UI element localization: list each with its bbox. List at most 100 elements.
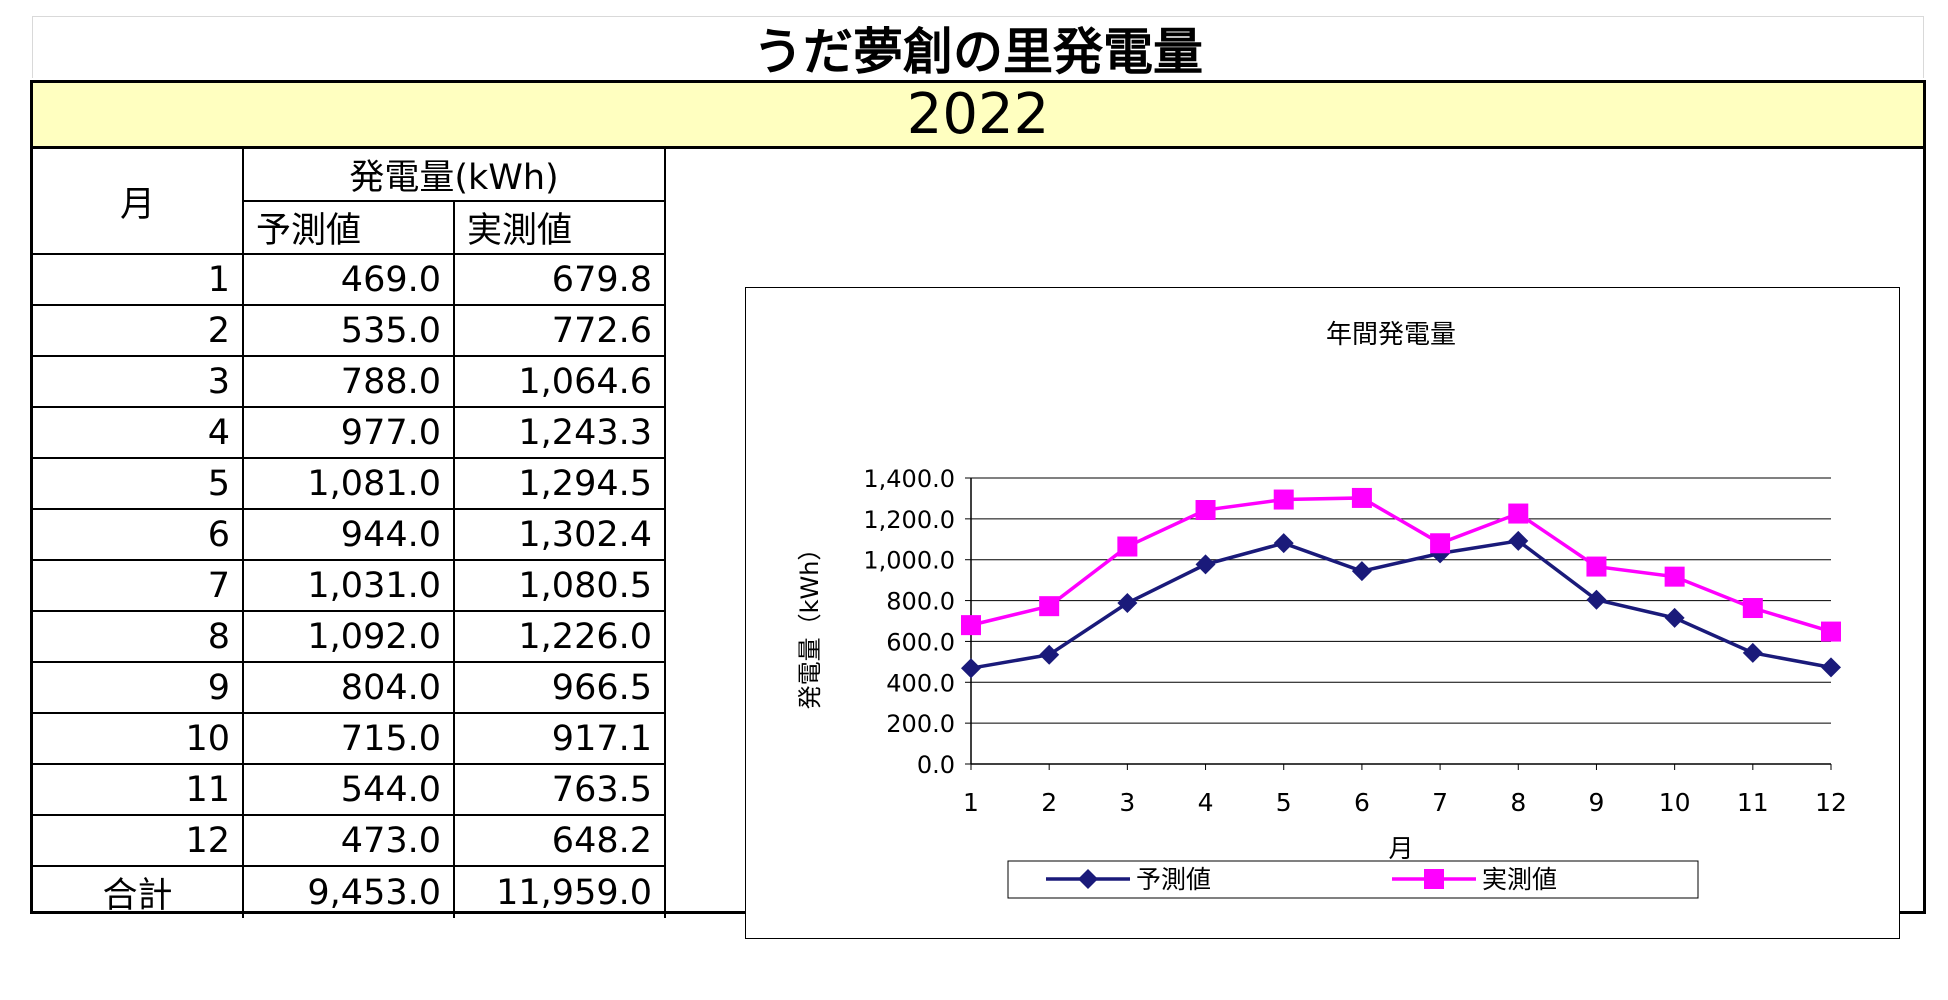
generation-group-header: 発電量(kWh) [242, 149, 666, 202]
table-row: 5 1,081.0 1,294.5 [33, 457, 666, 510]
chart-title: 年間発電量 [1326, 320, 1456, 350]
month-cell: 7 [33, 559, 244, 612]
data-point-forecast [1351, 561, 1372, 582]
data-point-actual [1195, 500, 1216, 521]
month-cell: 12 [33, 814, 244, 867]
data-point-actual [1742, 598, 1763, 619]
x-tick-label: 12 [1815, 788, 1847, 817]
table-row: 4 977.0 1,243.3 [33, 406, 666, 459]
x-tick-label: 9 [1589, 788, 1605, 817]
data-point-forecast [961, 658, 981, 679]
legend-marker-actual [1424, 869, 1444, 889]
month-cell: 2 [33, 304, 244, 357]
legend-label: 実測値 [1482, 865, 1557, 894]
table-row: 6 944.0 1,302.4 [33, 508, 666, 561]
y-tick-label: 0.0 [917, 751, 955, 779]
month-cell: 9 [33, 661, 244, 714]
legend-label: 予測値 [1136, 865, 1211, 894]
x-tick-label: 4 [1198, 788, 1214, 817]
actual-cell: 679.8 [453, 253, 666, 306]
page-title: うだ夢創の里発電量 [32, 16, 1924, 81]
forecast-cell: 1,092.0 [242, 610, 455, 663]
total-label: 合計 [33, 865, 244, 918]
y-tick-label: 400.0 [886, 669, 955, 697]
total-actual-cell: 11,959.0 [453, 865, 666, 918]
forecast-cell: 469.0 [242, 253, 455, 306]
table-row: 11 544.0 763.5 [33, 763, 666, 816]
x-tick-label: 6 [1354, 788, 1370, 817]
series-line-2 [970, 496, 1832, 634]
actual-cell: 917.1 [453, 712, 666, 765]
year-banner: 2022 [33, 82, 1923, 149]
report-sheet: 2022 月 発電量(kWh) 予測値 実測値 1 469.0 679.8 2 535.… [30, 80, 1926, 939]
data-point-forecast [1273, 533, 1294, 554]
month-cell: 6 [33, 508, 244, 561]
x-tick-label: 11 [1737, 788, 1769, 817]
y-tick-label: 1,400.0 [863, 465, 955, 493]
data-point-forecast [1821, 657, 1841, 678]
x-tick-label: 2 [1041, 788, 1057, 817]
actual-cell: 772.6 [453, 304, 666, 357]
month-cell: 3 [33, 355, 244, 408]
data-point-forecast [1664, 607, 1685, 628]
actual-cell: 763.5 [453, 763, 666, 816]
table-row: 10 715.0 917.1 [33, 712, 666, 765]
chart-area: 年間発電量 0.0 200.0 400.0 600.0 800.0 1,000.0 1,200… [745, 287, 1900, 939]
forecast-cell: 544.0 [242, 763, 455, 816]
x-tick-label: 3 [1119, 788, 1135, 817]
forecast-cell: 715.0 [242, 712, 455, 765]
actual-cell: 1,243.3 [453, 406, 666, 459]
month-cell: 8 [33, 610, 244, 663]
actual-cell: 966.5 [453, 661, 666, 714]
data-point-actual [1586, 556, 1607, 577]
y-tick-label: 800.0 [886, 588, 955, 616]
data-point-actual [1821, 621, 1841, 642]
actual-cell: 1,064.6 [453, 355, 666, 408]
x-tick-label: 8 [1510, 788, 1526, 817]
table-row: 3 788.0 1,064.6 [33, 355, 666, 408]
data-point-actual [1039, 596, 1060, 617]
data-point-forecast [1742, 642, 1763, 663]
forecast-cell: 1,081.0 [242, 457, 455, 510]
table-row: 12 473.0 648.2 [33, 814, 666, 867]
data-point-actual [1117, 536, 1138, 557]
month-cell: 10 [33, 712, 244, 765]
data-point-actual [961, 615, 981, 636]
data-point-actual [1508, 503, 1529, 524]
forecast-cell: 1,031.0 [242, 559, 455, 612]
x-axis-label: 月 [1388, 834, 1413, 863]
forecast-cell: 804.0 [242, 661, 455, 714]
data-point-actual [1430, 533, 1451, 554]
x-tick-label: 7 [1432, 788, 1448, 817]
annual-generation-chart: 年間発電量 0.0 200.0 400.0 600.0 800.0 1,000.0 1,200… [796, 320, 1847, 899]
y-tick-label: 200.0 [886, 710, 955, 738]
data-point-forecast [1117, 593, 1138, 614]
y-tick-label: 1,200.0 [863, 506, 955, 534]
actual-cell: 1,294.5 [453, 457, 666, 510]
x-tick-label: 10 [1659, 788, 1691, 817]
actual-cell: 1,302.4 [453, 508, 666, 561]
month-cell: 1 [33, 253, 244, 306]
table-row: 2 535.0 772.6 [33, 304, 666, 357]
month-cell: 4 [33, 406, 244, 459]
actual-cell: 1,226.0 [453, 610, 666, 663]
data-point-actual [1273, 489, 1294, 510]
x-tick-label: 1 [963, 788, 979, 817]
actual-column-header: 実測値 [453, 200, 666, 255]
forecast-cell: 788.0 [242, 355, 455, 408]
legend-marker-forecast [1078, 869, 1098, 889]
actual-cell: 648.2 [453, 814, 666, 867]
total-row: 合計 9,453.0 11,959.0 [33, 865, 666, 918]
data-point-forecast [1039, 644, 1060, 665]
forecast-column-header: 予測値 [243, 200, 455, 255]
actual-cell: 1,080.5 [453, 559, 666, 612]
total-forecast-cell: 9,453.0 [242, 865, 455, 918]
y-axis-label: 発電量（kWh） [796, 537, 824, 710]
data-point-forecast [1586, 589, 1607, 610]
generation-table: 月 発電量(kWh) 予測値 実測値 1 469.0 679.8 2 535.0 772.… [33, 149, 666, 918]
y-tick-label: 600.0 [886, 628, 955, 656]
forecast-cell: 473.0 [242, 814, 455, 867]
month-column-header: 月 [33, 149, 244, 255]
table-row: 8 1,092.0 1,226.0 [33, 610, 666, 663]
month-cell: 11 [33, 763, 244, 816]
